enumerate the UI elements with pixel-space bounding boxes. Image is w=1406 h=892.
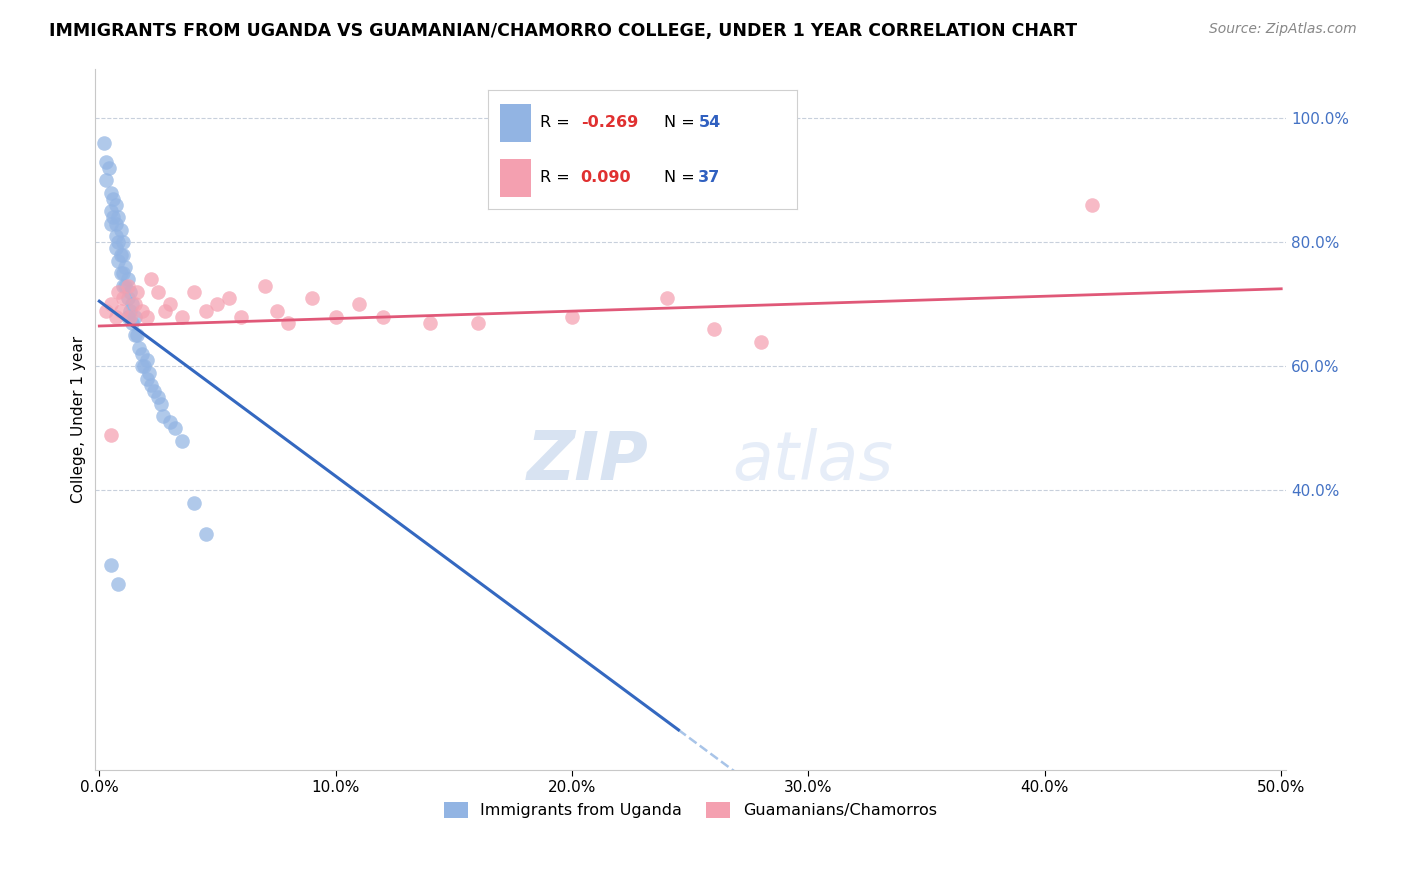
- Text: atlas: atlas: [733, 428, 893, 494]
- Point: [277, 316, 299, 330]
- Point: [104, 242, 127, 256]
- Point: [124, 328, 146, 343]
- Point: [231, 310, 253, 324]
- Point: [1081, 198, 1104, 212]
- Point: [111, 235, 134, 250]
- Point: [118, 285, 141, 299]
- Point: [301, 291, 323, 305]
- Point: [110, 223, 132, 237]
- Point: [118, 303, 141, 318]
- Point: [110, 266, 132, 280]
- Point: [107, 285, 129, 299]
- Point: [100, 217, 122, 231]
- Point: [96, 173, 118, 187]
- Point: [104, 229, 127, 244]
- Point: [159, 415, 181, 429]
- Point: [749, 334, 772, 349]
- Point: [93, 136, 115, 150]
- Point: [371, 310, 394, 324]
- Point: [117, 310, 139, 324]
- Point: [142, 384, 165, 399]
- Point: [655, 291, 678, 305]
- Point: [107, 253, 129, 268]
- Point: [467, 316, 489, 330]
- Point: [131, 303, 153, 318]
- Point: [111, 291, 134, 305]
- Point: [703, 322, 725, 336]
- Point: [149, 396, 172, 410]
- Point: [103, 211, 125, 225]
- Point: [159, 297, 181, 311]
- Point: [96, 154, 118, 169]
- Point: [128, 341, 150, 355]
- Point: [148, 390, 170, 404]
- Point: [207, 297, 229, 311]
- Point: [155, 303, 177, 318]
- Text: Source: ZipAtlas.com: Source: ZipAtlas.com: [1209, 22, 1357, 37]
- Legend: Immigrants from Uganda, Guamanians/Chamorros: Immigrants from Uganda, Guamanians/Chamo…: [437, 796, 943, 825]
- Point: [110, 247, 132, 261]
- Point: [253, 278, 276, 293]
- Point: [134, 359, 156, 374]
- Text: ZIP: ZIP: [527, 428, 648, 494]
- Point: [100, 297, 122, 311]
- Point: [170, 434, 193, 448]
- Point: [121, 297, 143, 311]
- Point: [419, 316, 441, 330]
- Point: [135, 372, 157, 386]
- Point: [117, 291, 139, 305]
- Point: [194, 303, 217, 318]
- Point: [131, 347, 153, 361]
- Point: [118, 310, 141, 324]
- Point: [141, 378, 163, 392]
- Point: [127, 285, 149, 299]
- Point: [138, 366, 160, 380]
- Point: [561, 310, 583, 324]
- Point: [127, 328, 149, 343]
- Point: [111, 266, 134, 280]
- Point: [135, 353, 157, 368]
- Point: [107, 211, 129, 225]
- Point: [141, 272, 163, 286]
- Point: [110, 303, 132, 318]
- Point: [194, 527, 217, 541]
- Y-axis label: College, Under 1 year: College, Under 1 year: [72, 335, 86, 503]
- Point: [148, 285, 170, 299]
- Point: [135, 310, 157, 324]
- Point: [96, 303, 118, 318]
- Point: [163, 421, 186, 435]
- Point: [218, 291, 240, 305]
- Point: [124, 297, 146, 311]
- Text: IMMIGRANTS FROM UGANDA VS GUAMANIAN/CHAMORRO COLLEGE, UNDER 1 YEAR CORRELATION C: IMMIGRANTS FROM UGANDA VS GUAMANIAN/CHAM…: [49, 22, 1077, 40]
- Point: [100, 204, 122, 219]
- Point: [104, 198, 127, 212]
- Point: [107, 576, 129, 591]
- Point: [103, 192, 125, 206]
- Point: [104, 310, 127, 324]
- Point: [170, 310, 193, 324]
- Point: [131, 359, 153, 374]
- Point: [183, 285, 205, 299]
- Point: [152, 409, 174, 423]
- Point: [266, 303, 288, 318]
- Point: [100, 558, 122, 572]
- Point: [117, 278, 139, 293]
- Point: [97, 161, 120, 175]
- Point: [104, 217, 127, 231]
- Point: [114, 278, 136, 293]
- Point: [100, 427, 122, 442]
- Point: [111, 278, 134, 293]
- Point: [114, 260, 136, 274]
- Point: [121, 316, 143, 330]
- Point: [100, 186, 122, 200]
- Point: [111, 247, 134, 261]
- Point: [117, 272, 139, 286]
- Point: [325, 310, 347, 324]
- Point: [349, 297, 371, 311]
- Point: [107, 235, 129, 250]
- Point: [124, 310, 146, 324]
- Point: [183, 496, 205, 510]
